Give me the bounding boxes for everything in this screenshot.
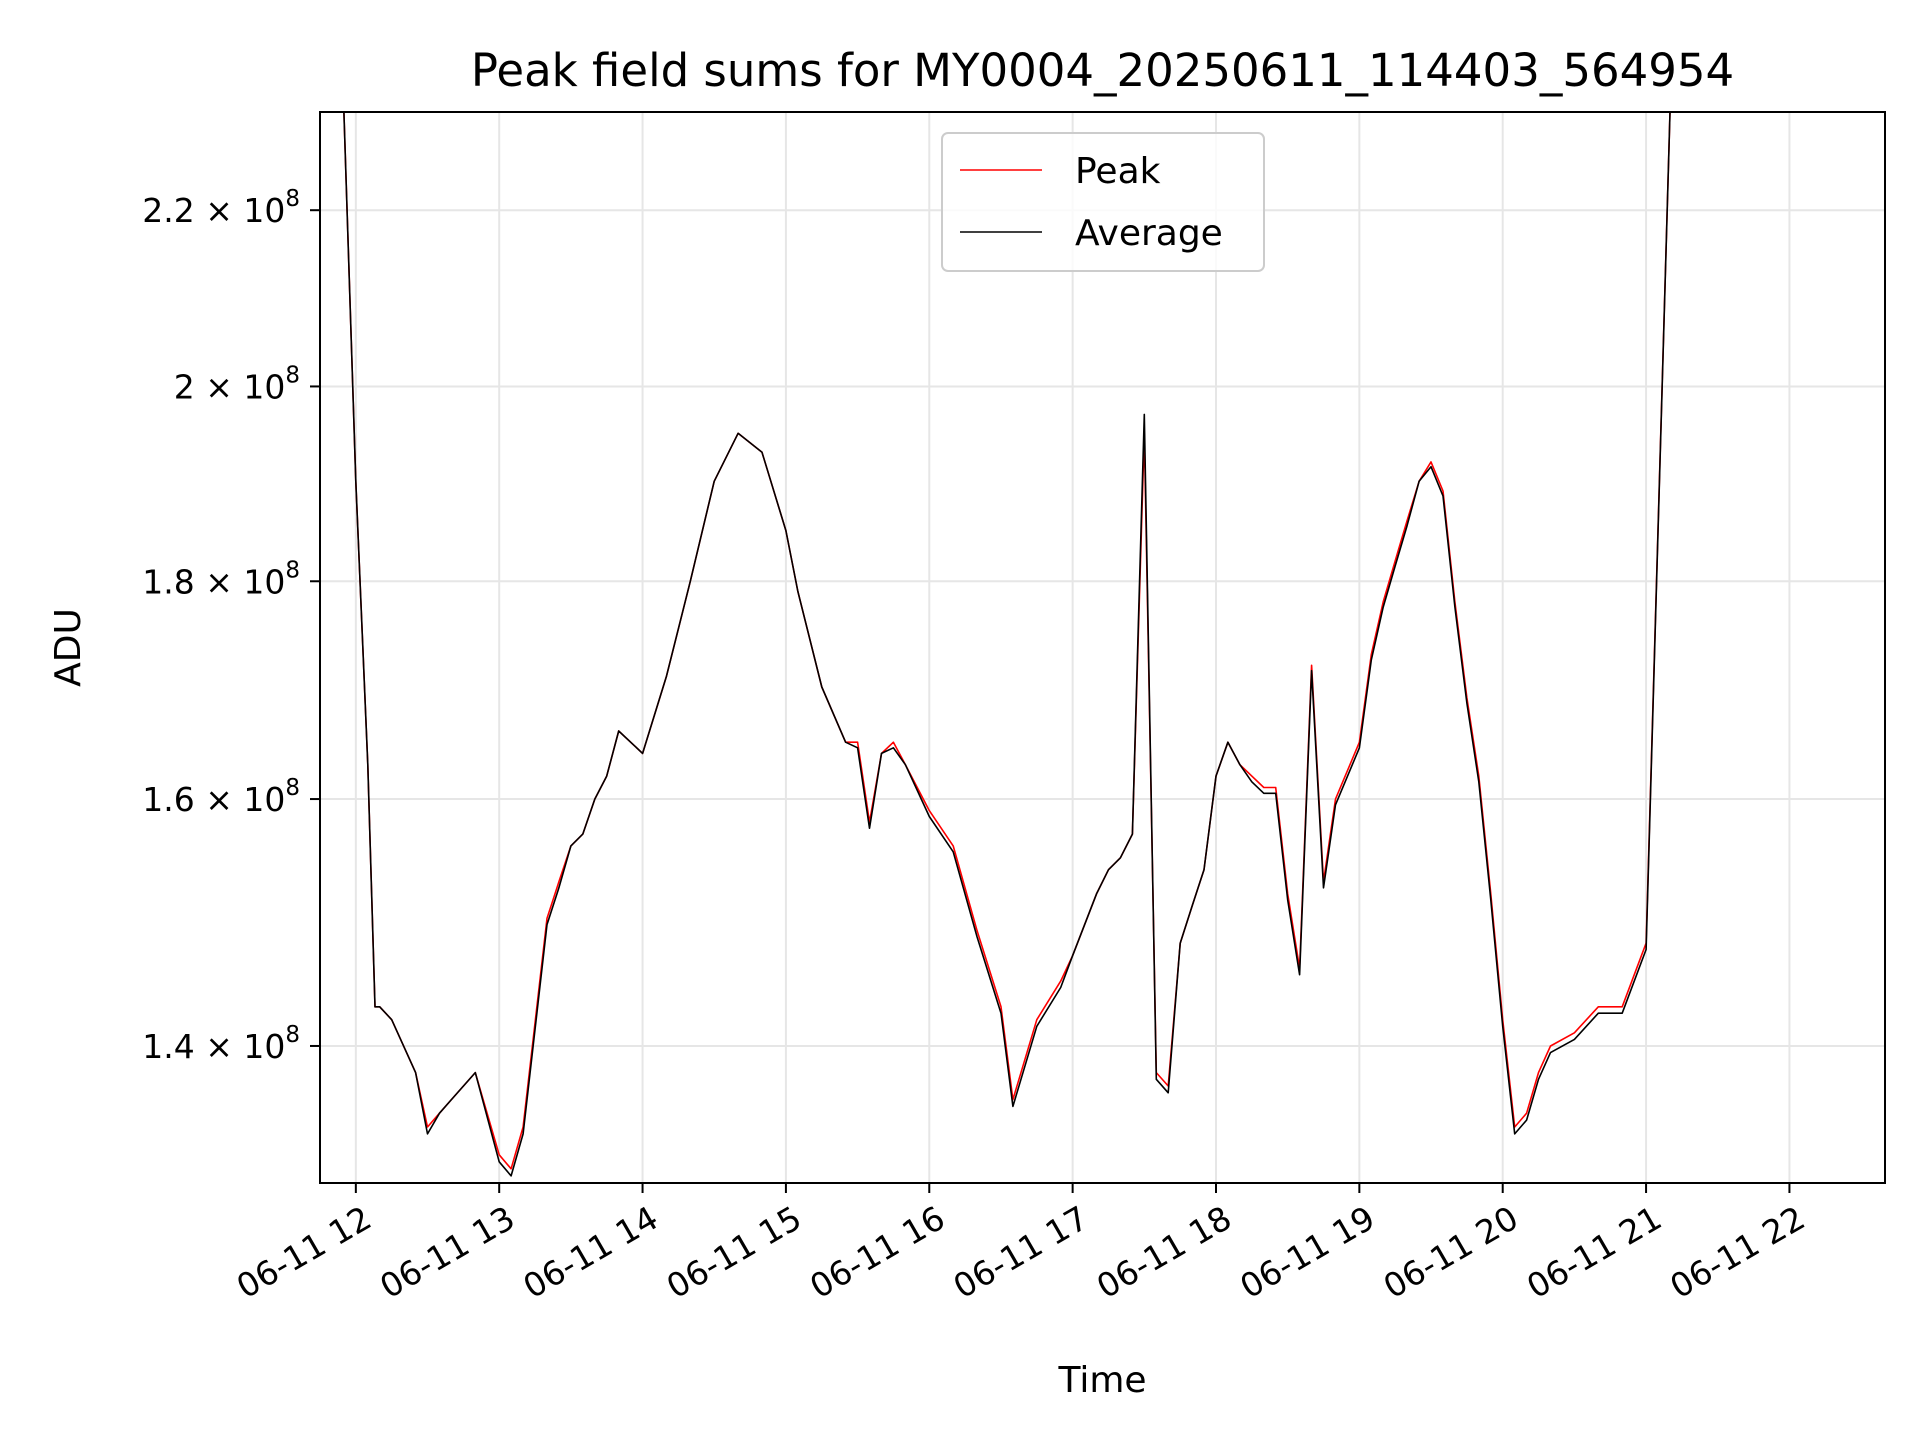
legend-label-average: Average [1075,213,1223,254]
chart-title: Peak field sums for MY0004_20250611_1144… [471,44,1734,97]
y-tick-label: 2.2 × 108 [142,186,300,230]
grid [320,112,1885,1183]
x-axis-label: Time [1057,1360,1146,1401]
y-tick-label: 1.8 × 108 [142,557,300,601]
y-tick-label: 1.6 × 108 [142,775,300,819]
legend-box [941,132,1265,272]
plot-lines [320,112,1885,1177]
y-axis-label: ADU [48,608,89,687]
y-axis: 1.4 × 108 1.6 × 108 1.8 × 108 2 × 108 2.2 × … [142,186,320,1066]
plot-frame [319,111,1886,1184]
y-tick-label: 2 × 108 [174,362,300,406]
legend: Peak Average [941,132,1265,272]
series-line-average [320,112,1885,1177]
legend-label-peak: Peak [1075,151,1161,192]
y-tick-label: 1.4 × 108 [142,1022,300,1066]
